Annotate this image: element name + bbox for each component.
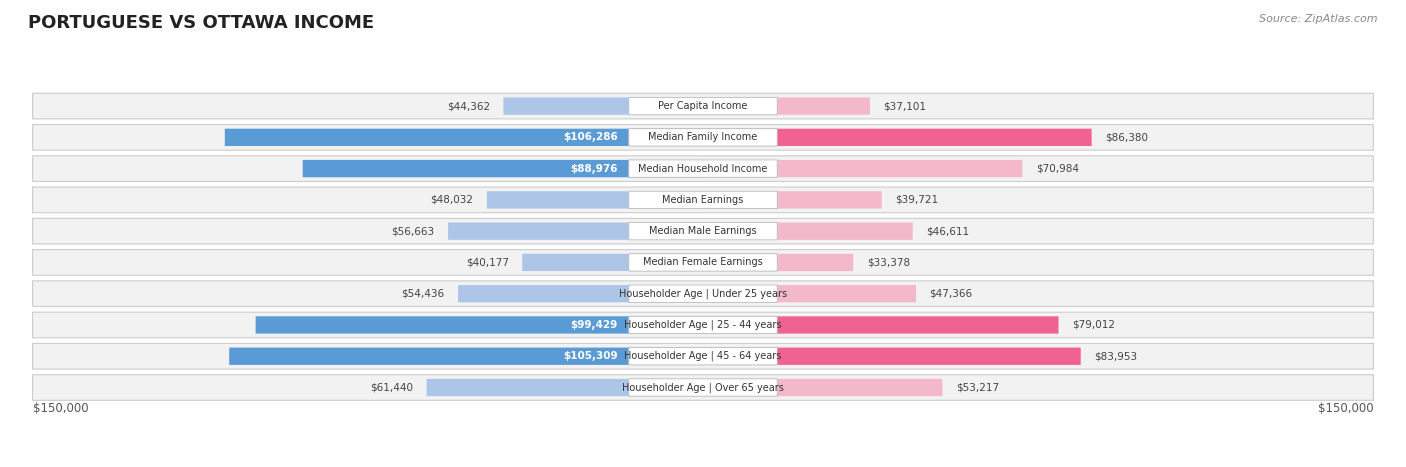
Text: Householder Age | 45 - 64 years: Householder Age | 45 - 64 years [624,351,782,361]
FancyBboxPatch shape [256,316,703,333]
FancyBboxPatch shape [32,249,1374,275]
Text: $150,000: $150,000 [1317,402,1374,415]
Text: $99,429: $99,429 [571,320,617,330]
FancyBboxPatch shape [628,347,778,365]
Text: Median Family Income: Median Family Income [648,132,758,142]
Text: Source: ZipAtlas.com: Source: ZipAtlas.com [1260,14,1378,24]
FancyBboxPatch shape [32,375,1374,400]
FancyBboxPatch shape [628,191,778,209]
Text: $79,012: $79,012 [1071,320,1115,330]
FancyBboxPatch shape [703,129,1091,146]
Text: $37,101: $37,101 [883,101,927,111]
FancyBboxPatch shape [703,191,882,209]
Text: $150,000: $150,000 [32,402,89,415]
Text: $44,362: $44,362 [447,101,489,111]
FancyBboxPatch shape [628,222,778,240]
Text: $105,309: $105,309 [562,351,617,361]
FancyBboxPatch shape [628,98,778,115]
Text: Median Female Earnings: Median Female Earnings [643,257,763,268]
FancyBboxPatch shape [522,254,703,271]
FancyBboxPatch shape [32,281,1374,306]
Text: $54,436: $54,436 [402,289,444,299]
FancyBboxPatch shape [703,160,1022,177]
FancyBboxPatch shape [32,156,1374,182]
FancyBboxPatch shape [426,379,703,396]
FancyBboxPatch shape [703,379,942,396]
FancyBboxPatch shape [32,125,1374,150]
Text: Median Household Income: Median Household Income [638,163,768,174]
Text: $106,286: $106,286 [562,132,617,142]
Text: $33,378: $33,378 [866,257,910,268]
Text: $88,976: $88,976 [569,163,617,174]
Text: Householder Age | Under 25 years: Householder Age | Under 25 years [619,289,787,299]
Text: Householder Age | Over 65 years: Householder Age | Over 65 years [621,382,785,393]
Text: Median Male Earnings: Median Male Earnings [650,226,756,236]
FancyBboxPatch shape [703,98,870,115]
Text: $47,366: $47,366 [929,289,973,299]
FancyBboxPatch shape [628,379,778,396]
FancyBboxPatch shape [503,98,703,115]
FancyBboxPatch shape [32,93,1374,119]
Text: $86,380: $86,380 [1105,132,1149,142]
FancyBboxPatch shape [703,285,917,302]
FancyBboxPatch shape [628,285,778,303]
FancyBboxPatch shape [628,128,778,146]
Text: $40,177: $40,177 [465,257,509,268]
Text: $46,611: $46,611 [927,226,969,236]
FancyBboxPatch shape [229,347,703,365]
Text: $61,440: $61,440 [370,382,413,392]
FancyBboxPatch shape [32,343,1374,369]
Text: $48,032: $48,032 [430,195,474,205]
Text: $70,984: $70,984 [1036,163,1078,174]
FancyBboxPatch shape [703,222,912,240]
FancyBboxPatch shape [703,254,853,271]
FancyBboxPatch shape [703,347,1081,365]
FancyBboxPatch shape [32,219,1374,244]
Text: $39,721: $39,721 [896,195,938,205]
Text: $56,663: $56,663 [391,226,434,236]
FancyBboxPatch shape [32,312,1374,338]
FancyBboxPatch shape [302,160,703,177]
Text: $53,217: $53,217 [956,382,1000,392]
FancyBboxPatch shape [449,222,703,240]
FancyBboxPatch shape [32,187,1374,212]
FancyBboxPatch shape [628,160,778,177]
Text: Per Capita Income: Per Capita Income [658,101,748,111]
FancyBboxPatch shape [628,254,778,271]
FancyBboxPatch shape [486,191,703,209]
FancyBboxPatch shape [225,129,703,146]
Text: PORTUGUESE VS OTTAWA INCOME: PORTUGUESE VS OTTAWA INCOME [28,14,374,32]
Text: Householder Age | 25 - 44 years: Householder Age | 25 - 44 years [624,320,782,330]
FancyBboxPatch shape [703,316,1059,333]
FancyBboxPatch shape [458,285,703,302]
Text: $83,953: $83,953 [1094,351,1137,361]
FancyBboxPatch shape [628,316,778,333]
Text: Median Earnings: Median Earnings [662,195,744,205]
